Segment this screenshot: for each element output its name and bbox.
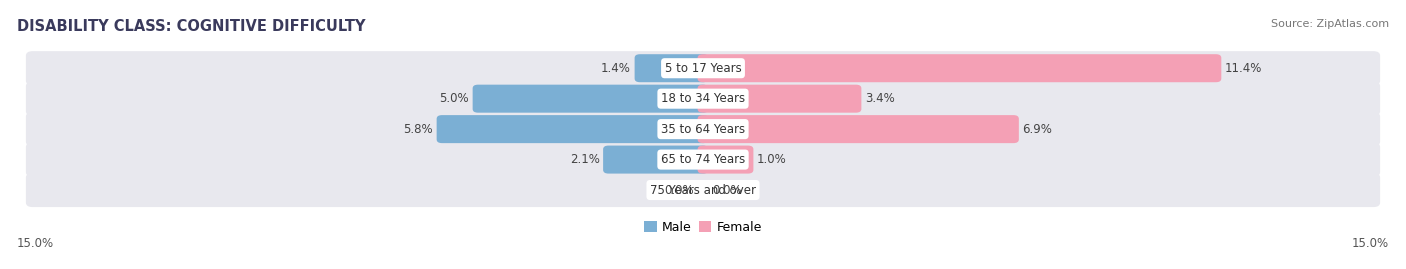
FancyBboxPatch shape [472,85,709,113]
FancyBboxPatch shape [634,54,709,82]
Legend: Male, Female: Male, Female [640,216,766,239]
Text: 11.4%: 11.4% [1225,62,1263,75]
Text: 65 to 74 Years: 65 to 74 Years [661,153,745,166]
Text: 15.0%: 15.0% [1353,237,1389,250]
Text: 1.0%: 1.0% [756,153,787,166]
Text: 3.4%: 3.4% [865,92,894,105]
Text: 0.0%: 0.0% [711,183,741,197]
FancyBboxPatch shape [603,146,709,174]
Text: 15.0%: 15.0% [17,237,53,250]
FancyBboxPatch shape [25,82,1381,116]
FancyBboxPatch shape [25,112,1381,146]
Text: 6.9%: 6.9% [1022,123,1052,136]
FancyBboxPatch shape [697,146,754,174]
FancyBboxPatch shape [25,173,1381,207]
FancyBboxPatch shape [697,85,862,113]
Text: 75 Years and over: 75 Years and over [650,183,756,197]
FancyBboxPatch shape [437,115,709,143]
FancyBboxPatch shape [697,115,1019,143]
Text: 2.1%: 2.1% [569,153,599,166]
FancyBboxPatch shape [25,143,1381,177]
Text: DISABILITY CLASS: COGNITIVE DIFFICULTY: DISABILITY CLASS: COGNITIVE DIFFICULTY [17,19,366,34]
Text: 18 to 34 Years: 18 to 34 Years [661,92,745,105]
Text: 5 to 17 Years: 5 to 17 Years [665,62,741,75]
Text: 35 to 64 Years: 35 to 64 Years [661,123,745,136]
Text: Source: ZipAtlas.com: Source: ZipAtlas.com [1271,19,1389,29]
Text: 1.4%: 1.4% [602,62,631,75]
FancyBboxPatch shape [697,54,1222,82]
Text: 5.0%: 5.0% [440,92,470,105]
FancyBboxPatch shape [25,51,1381,85]
Text: 0.0%: 0.0% [665,183,695,197]
Text: 5.8%: 5.8% [404,123,433,136]
